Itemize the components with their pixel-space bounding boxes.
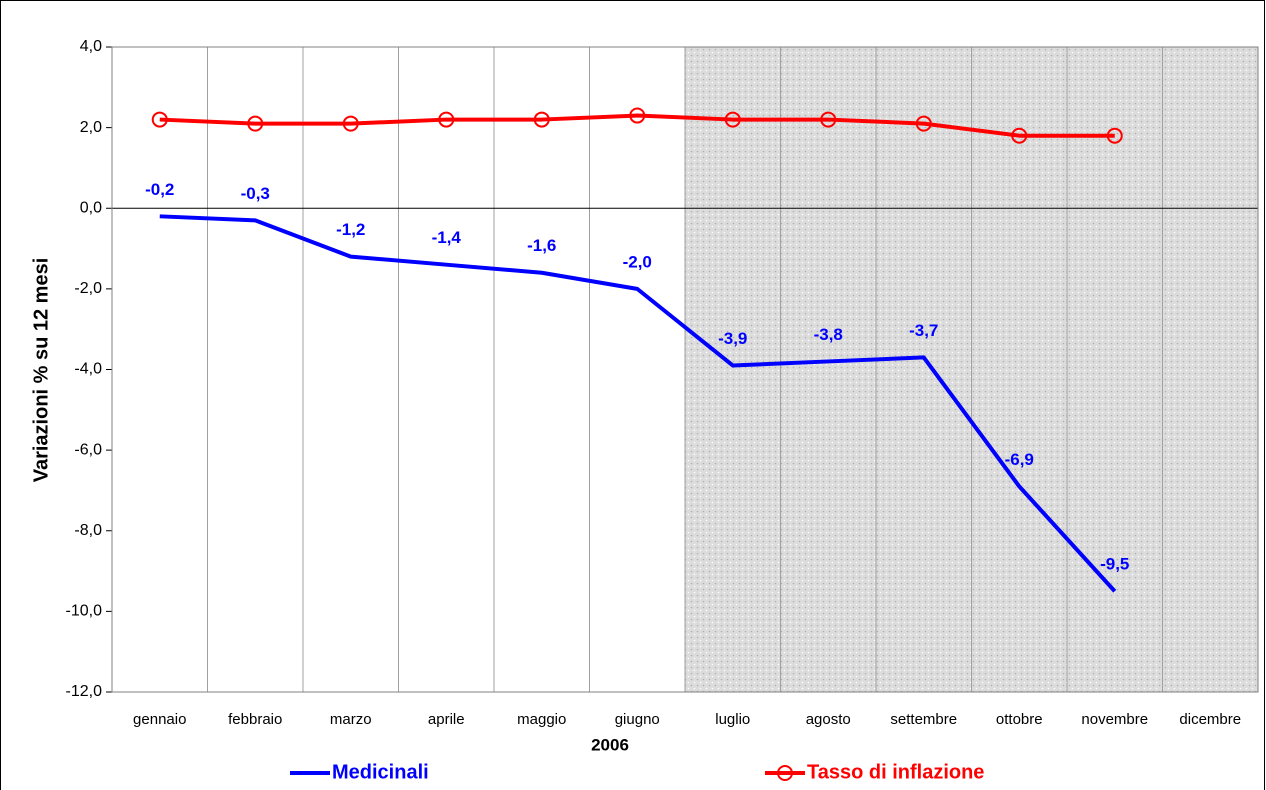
data-label: -6,9 [1005,450,1034,469]
x-tick-label: dicembre [1179,711,1241,728]
data-label: -1,2 [336,220,365,239]
x-tick-label: novembre [1081,711,1148,728]
series-line [159,113,1115,138]
y-tick-label: -4,0 [74,361,102,378]
plot-area: -12,0 -10,0 -8,0 -6,0 -4,0 -2,0 0,0 2,0 4,0 genna… [66,38,1259,728]
x-tick-label: aprile [428,711,465,728]
data-label: -2,0 [623,252,652,271]
x-tick-label: marzo [330,711,372,728]
x-tick-label: gennaio [133,711,186,728]
x-axis-label: 2006 [591,735,629,754]
data-label: -3,7 [909,321,938,340]
x-tick-label: luglio [715,711,750,728]
y-tick-label: -8,0 [74,522,102,539]
point-marker [820,111,837,128]
point-marker [533,111,550,128]
point-marker [629,107,646,124]
y-tick-label: 2,0 [80,119,102,136]
y-tick-label: -6,0 [74,441,102,458]
y-tick-label: -12,0 [66,683,103,700]
y-tick-label: -10,0 [66,603,103,620]
point-marker [247,115,264,132]
legend-label: Medicinali [332,761,429,783]
plot-border [111,46,1259,693]
series-line [159,214,1117,593]
data-label: -9,5 [1100,555,1129,574]
point-marker [915,115,932,132]
y-tick-label: -2,0 [74,280,102,297]
x-tick-label: settembre [890,711,957,728]
y-axis-label: Variazioni % su 12 mesi [30,258,52,483]
point-marker [342,115,359,132]
data-label: -0,2 [145,180,174,199]
x-tick-label: giugno [615,711,660,728]
x-tick-label: febbraio [228,711,282,728]
data-label: -1,6 [527,236,556,255]
data-label: -0,3 [241,184,270,203]
legend-marker [777,765,793,781]
point-marker [1011,127,1028,144]
y-tick-label: 0,0 [80,199,102,216]
data-label: -3,9 [718,329,747,348]
point-marker [151,111,168,128]
y-tick-label: 4,0 [80,38,102,55]
x-tick-label: agosto [806,711,851,728]
data-label: -1,4 [432,228,462,247]
legend-label: Tasso di inflazione [807,761,984,783]
x-tick-label: ottobre [996,711,1043,728]
point-marker [438,111,455,128]
point-marker [1106,127,1123,144]
point-marker [724,111,741,128]
data-label: -3,8 [814,325,843,344]
x-tick-label: maggio [517,711,566,728]
